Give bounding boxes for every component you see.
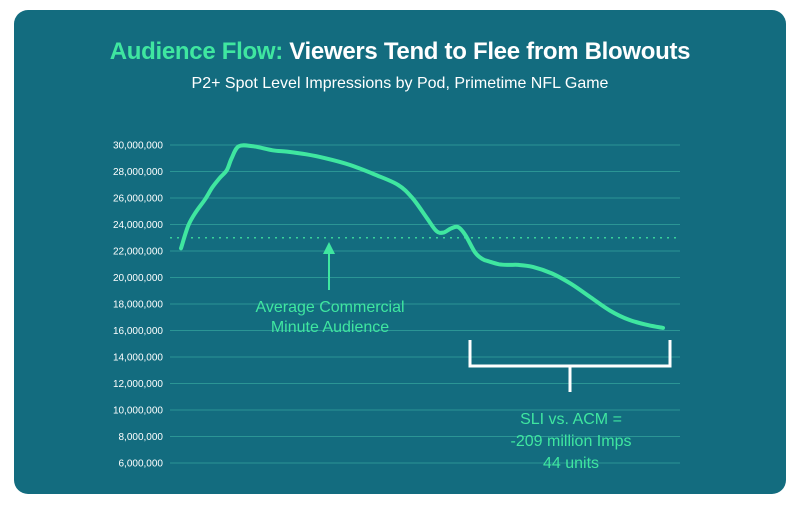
y-tick-label: 18,000,000 — [113, 300, 163, 311]
y-tick-label: 26,000,000 — [113, 194, 163, 205]
y-tick-label: 12,000,000 — [113, 379, 163, 390]
y-tick-label: 8,000,000 — [119, 432, 164, 443]
y-tick-label: 6,000,000 — [119, 459, 164, 470]
chart-subtitle: P2+ Spot Level Impressions by Pod, Prime… — [191, 75, 609, 92]
series-line — [179, 143, 665, 330]
chart-title-accent: Audience Flow: — [109, 38, 283, 65]
y-tick-label: 22,000,000 — [113, 247, 163, 258]
chart-title-rest: Viewers Tend to Flee from Blowouts — [282, 38, 691, 65]
y-axis-ticks: 30,000,000 28,000,000 26,000,000 24,000,000… — [113, 141, 163, 470]
y-tick-label: 14,000,000 — [113, 353, 163, 364]
y-tick-label: 10,000,000 — [113, 406, 163, 417]
y-tick-label: 30,000,000 — [113, 141, 163, 152]
acm-arrow — [323, 242, 335, 290]
grid-lines — [170, 144, 680, 464]
chart-title: Audience Flow: Viewers Tend to Flee from… — [14, 38, 786, 66]
sli-label-line1: SLI vs. ACM = — [520, 411, 622, 428]
sli-label-line2: -209 million Imps — [511, 433, 632, 450]
sli-bracket — [468, 340, 672, 392]
sli-label-line3: 44 units — [543, 455, 599, 472]
chart-card — [14, 10, 786, 494]
y-tick-label: 24,000,000 — [113, 220, 163, 231]
acm-label-line1: Average Commercial — [255, 299, 404, 316]
y-tick-label: 28,000,000 — [113, 167, 163, 178]
y-tick-label: 20,000,000 — [113, 273, 163, 284]
acm-label-line2: Minute Audience — [271, 319, 389, 336]
y-tick-label: 16,000,000 — [113, 326, 163, 337]
